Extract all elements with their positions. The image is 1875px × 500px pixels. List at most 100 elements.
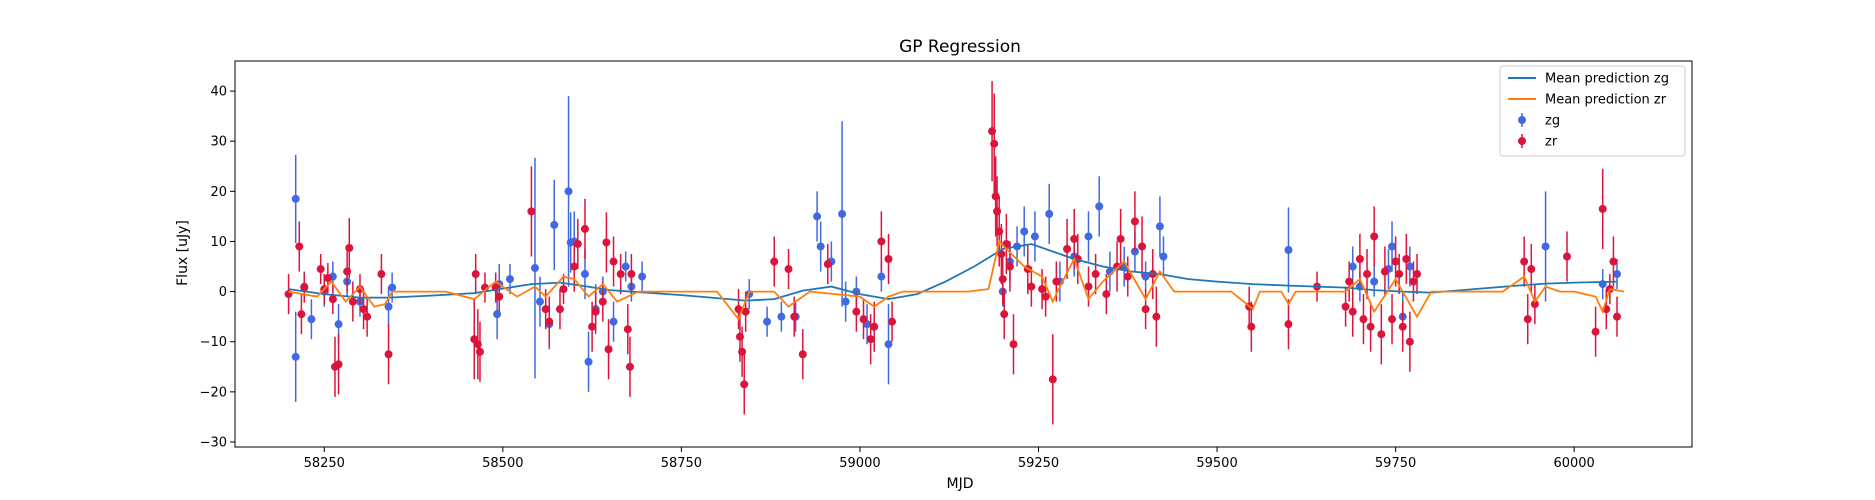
zg-point	[1155, 222, 1164, 231]
zg-point	[584, 357, 593, 366]
zg-point	[1348, 262, 1357, 271]
zr-point	[495, 292, 504, 301]
zr-point	[1409, 277, 1418, 286]
zr-point	[884, 255, 893, 264]
plot-frame	[234, 60, 1693, 448]
zr-point	[888, 317, 897, 326]
legend-label: zg	[1545, 114, 1560, 129]
zr-point	[527, 207, 536, 216]
zr-point	[588, 322, 597, 331]
x-tick-label: 58750	[661, 456, 702, 471]
zg-point	[1284, 245, 1293, 254]
y-tick-label: 40	[210, 85, 227, 100]
zr-point	[297, 310, 306, 319]
zr-point	[1402, 255, 1411, 264]
zr-point	[1063, 244, 1072, 253]
zr-point	[1084, 282, 1093, 291]
zg-point	[1084, 232, 1093, 241]
zr-point	[1413, 270, 1422, 279]
zg-point	[1045, 209, 1054, 218]
zr-point	[343, 267, 352, 276]
legend-box	[1499, 65, 1686, 157]
mean-prediction-zr-line	[288, 239, 1625, 322]
zr-point	[602, 238, 611, 247]
zg-point	[530, 264, 539, 273]
zr-point	[990, 139, 999, 148]
x-axis-label: MJD	[947, 476, 974, 492]
zg-point	[493, 310, 502, 319]
zr-point	[1405, 337, 1414, 346]
zr-point	[377, 270, 386, 279]
zr-point	[355, 285, 364, 294]
legend-marker-swatch	[1518, 116, 1526, 124]
y-tick-label: −10	[200, 335, 227, 350]
zr-point	[1520, 257, 1529, 266]
zg-point	[777, 312, 786, 321]
zr-point	[591, 307, 600, 316]
zr-point	[363, 312, 372, 321]
zr-point	[1388, 315, 1397, 324]
zg-point	[307, 315, 316, 324]
zr-point	[475, 347, 484, 356]
zr-point	[559, 285, 568, 294]
zr-point	[545, 317, 554, 326]
zg-point	[638, 272, 647, 281]
zr-point	[1355, 255, 1364, 264]
zr-point	[1152, 312, 1161, 321]
x-tick-label: 60000	[1553, 456, 1594, 471]
zr-point	[334, 360, 343, 369]
zr-point	[473, 340, 482, 349]
zr-point	[784, 265, 793, 274]
zr-point	[1138, 242, 1147, 251]
zr-point	[1345, 277, 1354, 286]
zr-point	[345, 243, 354, 252]
zr-point	[1530, 300, 1539, 309]
zr-point	[1370, 232, 1379, 241]
y-tick-label: 20	[210, 185, 227, 200]
zg-point	[535, 297, 544, 306]
x-tick-label: 58250	[304, 456, 345, 471]
zr-point	[1048, 375, 1057, 384]
zr-point	[328, 295, 337, 304]
zr-point	[316, 265, 325, 274]
plot-area: 58250 58500 58750 59000 59250 59500 59750 60000…	[200, 60, 1693, 471]
zr-point	[1000, 310, 1009, 319]
zg-point	[621, 262, 630, 271]
zr-point	[1005, 262, 1014, 271]
zr-point	[573, 239, 582, 248]
zr-point	[790, 312, 799, 321]
zr-point	[1247, 322, 1256, 331]
y-tick-label: 0	[219, 285, 227, 300]
zr-point	[1398, 322, 1407, 331]
zr-point	[1141, 305, 1150, 314]
zg-point	[877, 272, 886, 281]
zr-point	[1391, 257, 1400, 266]
zr-point	[1591, 327, 1600, 336]
zr-point	[741, 307, 750, 316]
x-tick-label: 59250	[1018, 456, 1059, 471]
zr-point	[555, 305, 564, 314]
zr-point	[877, 237, 886, 246]
zg-point	[550, 220, 559, 229]
zg-point	[816, 242, 825, 251]
zr-point	[852, 307, 861, 316]
zg-point	[1541, 242, 1550, 251]
zg-point	[564, 187, 573, 196]
zr-point	[735, 332, 744, 341]
legend-label: Mean prediction zg	[1545, 72, 1669, 87]
chart-title: GP Regression	[899, 37, 1021, 57]
zr-point	[1102, 290, 1111, 299]
zr-point	[323, 274, 332, 283]
zr-point	[604, 345, 613, 354]
zr-point	[1091, 270, 1100, 279]
zr-point	[570, 262, 579, 271]
zr-point	[993, 207, 1002, 216]
zr-point	[359, 305, 368, 314]
zr-point	[1609, 257, 1618, 266]
zr-point	[616, 270, 625, 279]
zr-point	[471, 270, 480, 279]
y-tick-label: 10	[210, 235, 227, 250]
zr-point	[541, 305, 550, 314]
zr-point	[1123, 272, 1132, 281]
zr-point	[1380, 267, 1389, 276]
